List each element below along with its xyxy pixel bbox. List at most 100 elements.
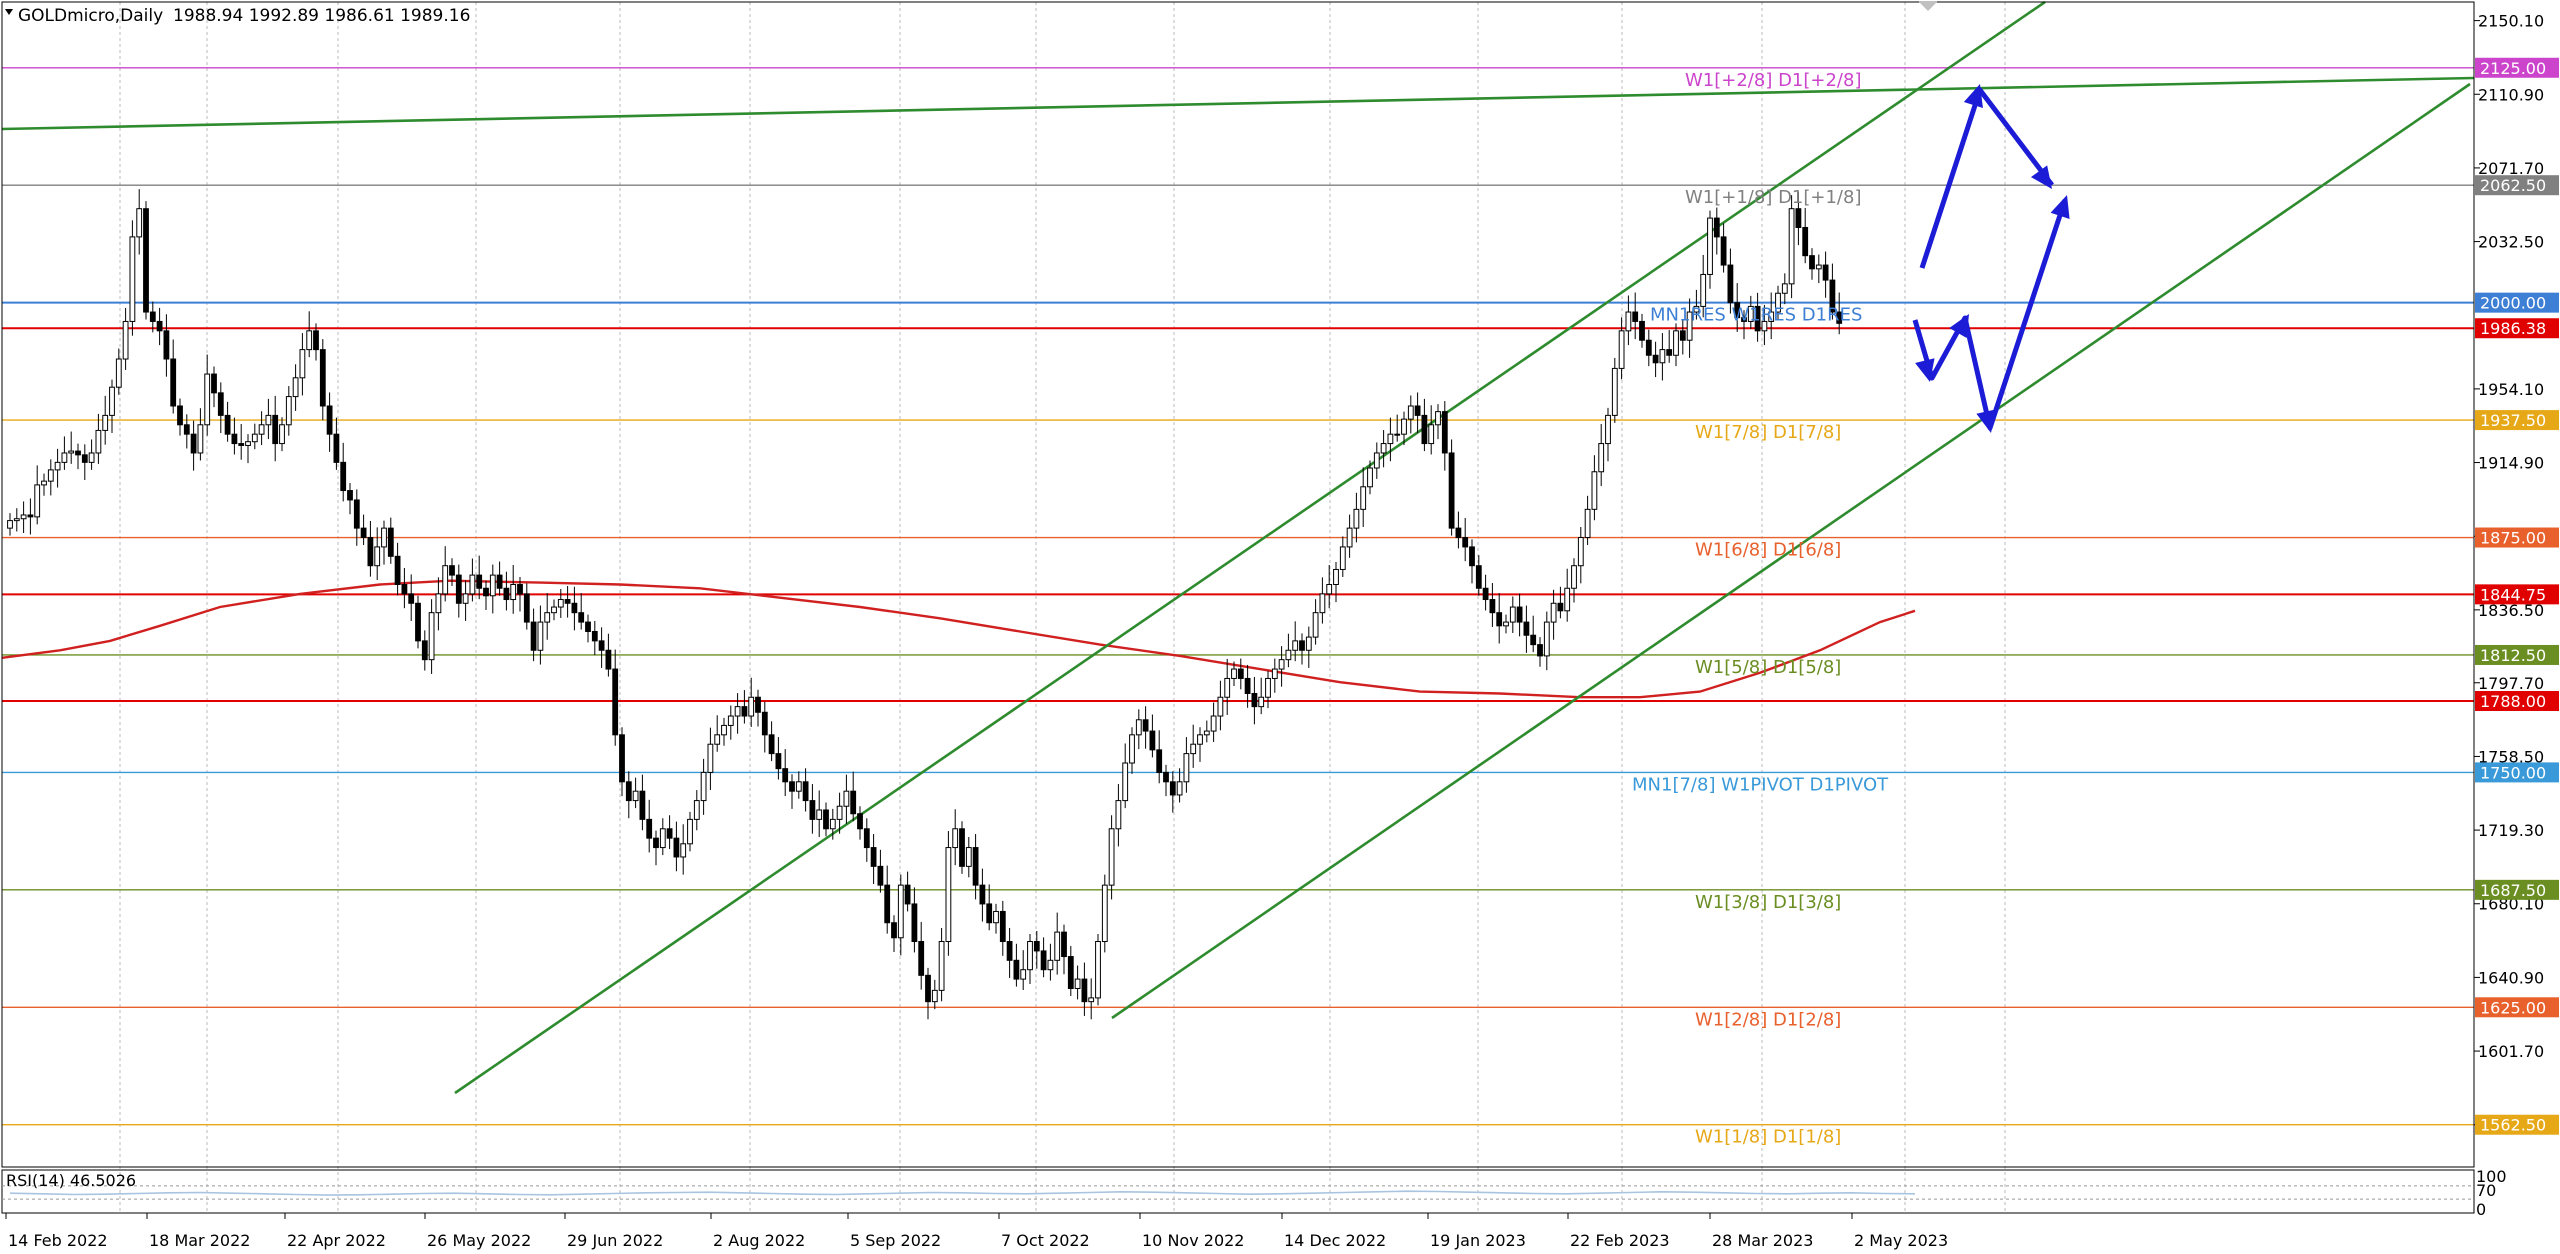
candle-body <box>41 480 47 486</box>
candle-body <box>1401 418 1407 435</box>
candle-body <box>755 696 761 713</box>
candle-body <box>843 790 850 807</box>
candle-body <box>1720 236 1727 266</box>
price-tick-label: 2150.10 <box>2478 12 2544 31</box>
candle-body <box>68 450 75 454</box>
candle-body <box>442 565 449 595</box>
candle-body <box>1210 715 1217 732</box>
candle-body <box>816 809 823 820</box>
main-pane-border <box>1 1 2475 1168</box>
candle-body <box>727 715 734 726</box>
arrow-head-icon <box>2030 165 2052 189</box>
candle-body <box>911 903 918 943</box>
candle-body <box>986 903 993 924</box>
time-axis: 14 Feb 2022 18 Mar 2022 22 Apr 2022 26 May … <box>5 1213 1948 1250</box>
candle-body <box>1652 354 1659 364</box>
candle-body <box>421 640 428 661</box>
time-tick-label: 5 Sep 2022 <box>850 1231 941 1250</box>
candle-body <box>1081 978 1088 1003</box>
arrow-head-icon <box>1915 358 1935 382</box>
candle-body <box>1788 208 1795 285</box>
candle-body <box>1169 781 1176 796</box>
price-tick-label: 1758.50 <box>2478 747 2544 766</box>
pivot-level-label: W1[1/8] D1[1/8] <box>1695 1127 1841 1148</box>
collapse-triangle-icon[interactable] <box>5 9 13 15</box>
candle-body <box>1543 621 1550 657</box>
candle-body <box>1455 527 1462 539</box>
candle-body <box>1095 941 1101 999</box>
candle-body <box>204 373 211 426</box>
candle-body <box>1679 330 1686 341</box>
price-tick-label: 1954.10 <box>2478 380 2544 399</box>
price-tick-label: 1914.90 <box>2478 454 2544 473</box>
candle-body <box>95 429 102 454</box>
candle-body <box>884 884 891 924</box>
candle-body <box>211 373 217 394</box>
candle-body <box>326 405 333 435</box>
price-tag-box <box>2475 292 2559 313</box>
time-tick-label: 10 Nov 2022 <box>1142 1231 1244 1250</box>
candlesticks <box>7 189 1843 1020</box>
candle-body <box>1550 602 1557 623</box>
ohlc-values: 1988.94 1992.89 1986.61 1989.16 <box>173 6 470 26</box>
candle-body <box>517 584 523 595</box>
price-tags: 2125.00 2062.50 2000.00 1986.38 1937.50 1875.… <box>2475 57 2559 1135</box>
candle-body <box>1829 279 1836 313</box>
time-tick-label: 29 Jun 2022 <box>567 1231 663 1250</box>
candle-body <box>374 546 381 567</box>
candle-body <box>102 414 109 431</box>
moving-average-line <box>1 579 1916 699</box>
candle-body <box>170 358 177 407</box>
candle-body <box>1707 217 1713 275</box>
shift-marker-icon[interactable] <box>1918 1 1938 11</box>
price-tag-text: 1625.00 <box>2480 998 2546 1017</box>
candle-body <box>224 414 231 435</box>
price-tick-label: 1836.50 <box>2478 601 2544 620</box>
candle-body <box>931 989 938 1003</box>
candle-body <box>1598 443 1605 473</box>
candle-body <box>217 392 224 416</box>
candle-body <box>1516 606 1523 623</box>
candle-body <box>1673 330 1679 356</box>
candle-body <box>394 555 401 585</box>
candle-body <box>687 818 693 845</box>
price-tag-box <box>2475 527 2559 548</box>
candle-body <box>965 847 972 867</box>
candle-body <box>959 828 965 867</box>
candle-body <box>1741 317 1747 322</box>
candle-body <box>591 630 598 642</box>
candle-body <box>1135 719 1142 736</box>
candle-body <box>496 574 503 589</box>
candle-body <box>333 433 340 463</box>
candle-body <box>870 847 877 867</box>
candle-body <box>1584 508 1591 539</box>
candle-body <box>945 847 952 943</box>
candle-body <box>1618 330 1625 369</box>
candle-body <box>1815 264 1822 270</box>
candle-body <box>61 452 68 463</box>
candle-body <box>177 405 183 426</box>
candle-body <box>238 443 245 446</box>
candle-body <box>863 828 870 849</box>
candle-body <box>1265 677 1271 698</box>
candle-body <box>1537 644 1543 657</box>
price-tag-box <box>2475 584 2559 605</box>
candle-body <box>1163 771 1169 783</box>
candle-body <box>775 753 782 770</box>
price-tag-box <box>2475 691 2559 711</box>
candle-body <box>1822 264 1829 281</box>
candle-body <box>1775 292 1781 313</box>
pivot-level-label: W1[3/8] D1[3/8] <box>1695 892 1841 913</box>
candle-body <box>659 828 666 849</box>
candle-body <box>891 922 897 939</box>
candle-body <box>7 520 13 529</box>
candle-body <box>258 424 265 435</box>
candle-body <box>156 320 163 332</box>
candle-body <box>1156 749 1163 773</box>
price-tag-text: 1844.75 <box>2480 585 2546 604</box>
candle-body <box>285 396 292 426</box>
candle-body <box>109 386 115 416</box>
price-tag-text: 1937.50 <box>2480 411 2546 430</box>
candle-body <box>27 514 34 518</box>
